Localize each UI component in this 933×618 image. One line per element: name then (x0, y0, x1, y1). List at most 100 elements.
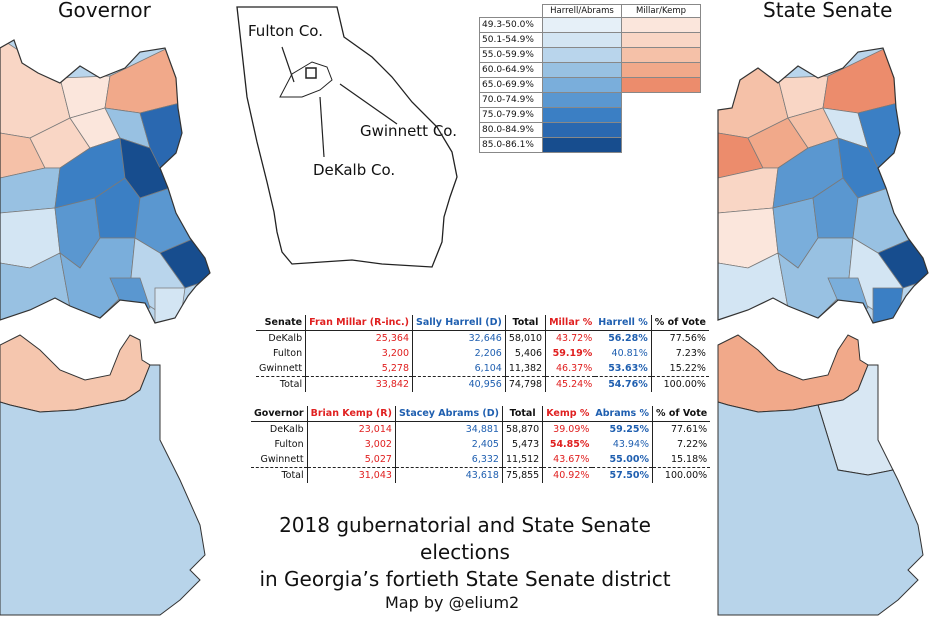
senate-header-total: Total (504, 315, 547, 331)
legend-range-label: 85.0-86.1% (479, 137, 543, 153)
legend-range-label: 80.0-84.9% (479, 122, 543, 138)
senate-cell: 15.22% (669, 363, 706, 374)
senate-header-millar-pct: Millar % (545, 315, 596, 331)
governor-row: Gwinnett 5,027 6,332 11,512 43.67% 55.00% 15.1… (251, 452, 710, 468)
senate-cell: 6,104 (474, 363, 502, 374)
governor-total-row: Total 31,043 43,618 75,855 40.92% 57.50% 100.0… (251, 467, 711, 483)
governor-precinct-map (0, 39, 211, 324)
senate-total-cell: 33,842 (305, 376, 413, 392)
governor-cell: 55.00% (592, 452, 654, 468)
senate-precinct-map (717, 47, 929, 324)
senate-cell: 5,406 (504, 346, 547, 361)
senate-cell: 11,382 (504, 361, 547, 377)
senate-cell: 25,364 (305, 330, 413, 346)
governor-total-cell: 40.92% (542, 467, 593, 483)
governor-cell: 23,014 (307, 421, 396, 437)
senate-header-harrell: Sally Harrell (D) (412, 315, 506, 331)
governor-header-abrams: Stacey Abrams (D) (395, 406, 503, 422)
legend-row: 60.0-64.9% (479, 62, 701, 78)
senate-cell: 3,200 (305, 346, 413, 361)
district-area (279, 61, 333, 98)
governor-total-cell: 75,855 (501, 467, 544, 483)
gwinnett-label: Gwinnett Co. (360, 122, 457, 140)
title-line-1: 2018 gubernatorial and State Senate elec… (279, 513, 651, 564)
senate-cell: Gwinnett (256, 361, 307, 377)
legend-swatch-red (622, 108, 701, 123)
senate-cell: 59.19% (552, 348, 593, 359)
legend-swatch-blue (542, 32, 622, 48)
legend-swatch-blue (542, 17, 622, 33)
senate-cell: 32,646 (468, 333, 502, 344)
legend-row: 49.3-50.0% (479, 17, 701, 33)
governor-cell: 15.18% (670, 454, 708, 465)
governor-heading: Governor (58, 0, 151, 22)
fulton-label: Fulton Co. (248, 22, 323, 40)
governor-cell: 5,473 (501, 437, 544, 452)
governor-cell: 34,881 (465, 424, 499, 435)
map-title: 2018 gubernatorial and State Senate elec… (240, 512, 690, 593)
legend-swatch-red (621, 17, 701, 33)
senate-county-rest (717, 401, 924, 616)
senate-total-cell: 100.00% (651, 376, 709, 392)
legend-range-label: 70.0-74.9% (479, 92, 543, 108)
governor-results-table: Governor Brian Kemp (R) Stacey Abrams (D… (251, 406, 711, 483)
legend-swatch-blue (542, 92, 622, 108)
governor-total-cell: 43,618 (395, 467, 503, 483)
legend-swatch-blue (542, 47, 622, 63)
color-legend: Harrell/Abrams Millar/Kemp 49.3-50.0% 50.… (479, 4, 701, 153)
governor-header-kemp-pct: Kemp % (542, 406, 593, 422)
governor-row: DeKalb 23,014 34,881 58,870 39.09% 59.25% 77.6… (251, 421, 710, 437)
senate-cell: 40.81% (595, 346, 652, 361)
governor-cell: 54.85% (549, 439, 590, 450)
governor-total-cell: 100.00% (652, 467, 711, 483)
governor-total-cell: 31,043 (307, 467, 396, 483)
senate-row: DeKalb 25,364 32,646 58,010 43.72% 56.28% 77.5… (256, 330, 709, 346)
governor-header-label: Governor (251, 406, 308, 422)
senate-county-map (717, 334, 924, 616)
governor-cell: 59.25% (592, 421, 654, 437)
senate-total-row: Total 33,842 40,956 74,798 45.24% 54.76% 100.0… (256, 376, 709, 392)
legend-spacer (479, 4, 543, 18)
legend-range-label: 49.3-50.0% (479, 17, 543, 33)
legend-row: 75.0-79.9% (479, 107, 701, 123)
legend-swatch-blue (542, 77, 622, 93)
governor-total-cell: 57.50% (592, 467, 654, 483)
legend-swatch-red (621, 77, 701, 93)
governor-cell: 77.61% (670, 424, 708, 435)
senate-cell: DeKalb (256, 330, 307, 346)
legend-row: 65.0-69.9% (479, 77, 701, 93)
governor-cell: 7.22% (677, 439, 708, 450)
governor-total-cell: Total (251, 467, 308, 483)
legend-range-label: 55.0-59.9% (479, 47, 543, 63)
governor-cell: 43.67% (553, 454, 590, 465)
governor-row: Fulton 3,002 2,405 5,473 54.85% 43.94% 7.22% (251, 437, 710, 452)
governor-county-map (0, 334, 206, 616)
governor-header-kemp: Brian Kemp (R) (307, 406, 396, 422)
title-line-2: in Georgia’s fortieth State Senate distr… (259, 567, 671, 591)
governor-county-rest (0, 364, 206, 616)
senate-cell: 53.63% (595, 361, 652, 377)
legend-row: 80.0-84.9% (479, 122, 701, 138)
senate-cell: 2,206 (474, 348, 502, 359)
senate-cell: 58,010 (504, 330, 547, 346)
legend-swatch-red (621, 47, 701, 63)
legend-swatch-blue (542, 107, 622, 123)
senate-row: Gwinnett 5,278 6,104 11,382 46.37% 53.63% 15.2… (256, 361, 709, 377)
governor-cell: 39.09% (553, 424, 590, 435)
state-senate-heading: State Senate (763, 0, 893, 22)
senate-cell: 77.56% (669, 333, 706, 344)
governor-header-abrams-pct: Abrams % (592, 406, 654, 422)
legend-range-label: 75.0-79.9% (479, 107, 543, 123)
legend-row: 55.0-59.9% (479, 47, 701, 63)
legend-range-label: 50.1-54.9% (479, 32, 543, 48)
senate-cell: 7.23% (675, 348, 706, 359)
governor-cell: 2,405 (471, 439, 499, 450)
legend-swatch-red (621, 32, 701, 48)
governor-cell: 3,002 (307, 437, 396, 452)
governor-cell: Gwinnett (251, 452, 308, 468)
governor-cell: 5,027 (307, 452, 396, 468)
senate-cell: 43.72% (556, 333, 593, 344)
senate-header-harrell-pct: Harrell % (595, 315, 652, 331)
governor-cell: Fulton (251, 437, 308, 452)
legend-swatch-red (622, 123, 701, 138)
